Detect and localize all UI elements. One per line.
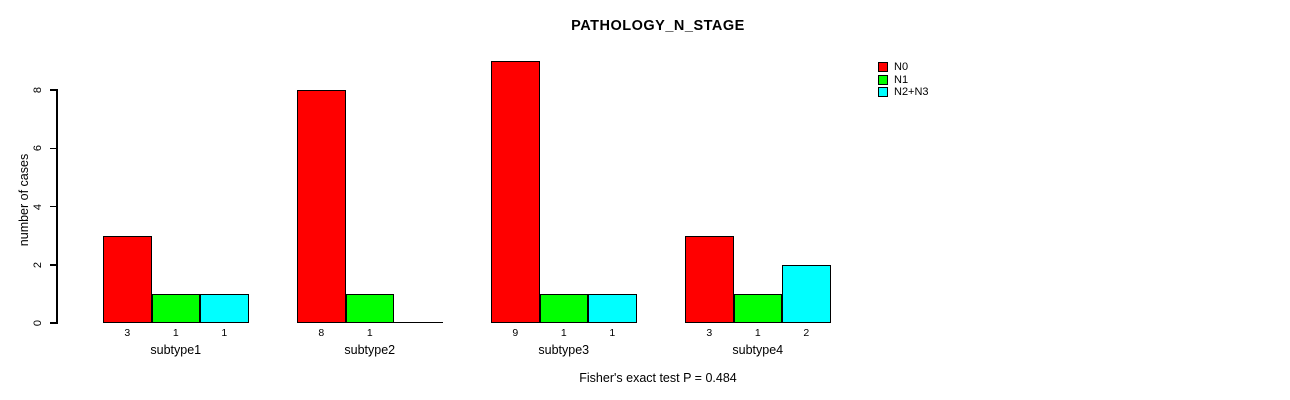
legend: N0 N1 N2+N3 <box>878 61 929 99</box>
legend-label: N0 <box>894 61 909 74</box>
bar-n2-n3-subtype3 <box>588 293 637 323</box>
y-tick-label: 0 <box>32 319 44 327</box>
y-axis-line <box>56 89 58 324</box>
category-label-subtype3: subtype3 <box>538 343 590 357</box>
bar-n2-n3-subtype4 <box>782 264 831 323</box>
bar-n1-subtype2 <box>345 293 394 323</box>
category-label-subtype2: subtype2 <box>344 343 396 357</box>
bar-value-label: 1 <box>609 327 616 339</box>
stat-annotation: Fisher's exact test P = 0.484 <box>579 371 737 385</box>
bar-value-label: 1 <box>560 327 567 339</box>
legend-swatch-n0 <box>878 62 888 73</box>
bar-n0-subtype3 <box>491 60 540 323</box>
bar-n0-subtype2 <box>297 90 346 323</box>
bar-value-label: 1 <box>366 327 373 339</box>
legend-entry-n0: N0 <box>878 61 929 74</box>
y-tick <box>50 147 56 149</box>
bar-value-label: 1 <box>754 327 761 339</box>
legend-entry-n2-n3: N2+N3 <box>878 86 929 99</box>
legend-swatch-n2-n3 <box>878 87 888 98</box>
bar-value-label: 2 <box>803 327 810 339</box>
y-tick-label: 8 <box>32 86 44 94</box>
bar-value-label: 1 <box>221 327 228 339</box>
bar-value-label: 1 <box>172 327 179 339</box>
bar-n1-subtype1 <box>151 293 200 323</box>
legend-swatch-n1 <box>878 74 888 85</box>
y-tick <box>50 264 56 266</box>
bar-n2-n3-subtype1 <box>200 293 249 323</box>
category-label-subtype4: subtype4 <box>732 343 784 357</box>
bar-n1-subtype3 <box>539 293 588 323</box>
bar-value-label: 3 <box>706 327 713 339</box>
category-label-subtype1: subtype1 <box>150 343 202 357</box>
y-tick <box>50 205 56 208</box>
legend-entry-n1: N1 <box>878 74 929 87</box>
chart-title: PATHOLOGY_N_STAGE <box>571 18 745 34</box>
zero-bar-n2-n3-subtype2 <box>394 321 443 323</box>
bar-value-label: 3 <box>124 327 131 339</box>
legend-label: N2+N3 <box>894 86 929 99</box>
bar-value-label: 8 <box>318 327 325 339</box>
bar-n1-subtype4 <box>733 293 782 323</box>
y-tick-label: 2 <box>32 261 44 268</box>
bar-value-label: 9 <box>512 327 519 339</box>
legend-label: N1 <box>894 73 909 86</box>
y-tick <box>50 89 56 91</box>
bar-n0-subtype1 <box>103 235 152 323</box>
y-tick <box>50 322 56 324</box>
bar-n0-subtype4 <box>685 235 734 323</box>
y-tick-label: 4 <box>32 203 44 210</box>
y-tick-label: 6 <box>32 145 44 152</box>
